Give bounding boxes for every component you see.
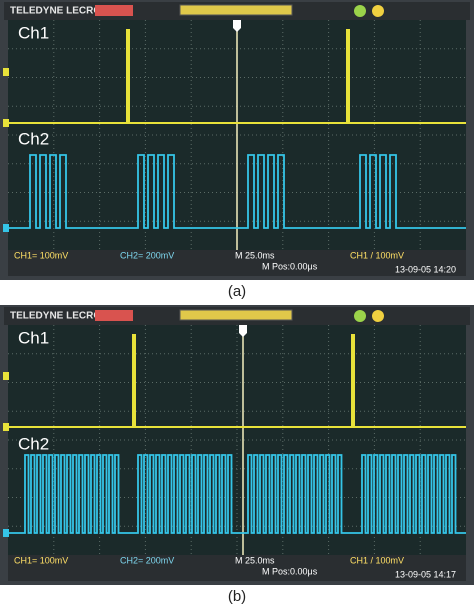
status-text: M Pos:0.00μs xyxy=(262,261,318,271)
caption: (b) xyxy=(228,588,246,605)
timebase-indicator xyxy=(179,4,293,16)
brand: TELEDYNE LECROY xyxy=(10,311,108,322)
status-text: M 25.0ms xyxy=(235,555,275,565)
status-text: CH1 / 100mV xyxy=(350,555,404,565)
ch2-trace xyxy=(8,154,466,229)
status-text: CH2= 200mV xyxy=(120,555,174,565)
brand: TELEDYNE LECROY xyxy=(10,6,108,17)
ch1-trace xyxy=(8,29,466,124)
icon xyxy=(372,310,384,322)
icon xyxy=(354,310,366,322)
status-text: M 25.0ms xyxy=(235,250,275,260)
ch1-label: Ch1 xyxy=(18,328,49,347)
status-text: CH1= 100mV xyxy=(14,250,68,260)
ch1-marker xyxy=(3,119,9,127)
ch1-trace xyxy=(8,334,466,428)
status-text: CH1= 100mV xyxy=(14,555,68,565)
trigger-flag xyxy=(239,325,247,337)
scope-panel: TELEDYNE LECROY Ch1 Ch2 CH1= 100mV CH2= 200m… xyxy=(0,305,474,605)
ch2-marker xyxy=(3,224,9,232)
ch1-marker xyxy=(3,372,9,380)
ch2-marker xyxy=(3,529,9,537)
status-text: 13-09-05 14:17 xyxy=(395,569,456,579)
status-bar xyxy=(8,250,466,276)
icon xyxy=(372,5,384,17)
ch2-label: Ch2 xyxy=(18,434,49,453)
ch2-trace xyxy=(8,454,466,534)
trigger-flag xyxy=(233,20,241,32)
status-badge xyxy=(95,310,133,321)
ch1-label: Ch1 xyxy=(18,23,49,42)
status-text: CH1 / 100mV xyxy=(350,250,404,260)
ch2-label: Ch2 xyxy=(18,129,49,148)
status-text: M Pos:0.00μs xyxy=(262,566,318,576)
status-text: 13-09-05 14:20 xyxy=(395,264,456,274)
status-bar xyxy=(8,555,466,581)
ch1-marker xyxy=(3,68,9,76)
status-text: CH2= 200mV xyxy=(120,250,174,260)
status-badge xyxy=(95,5,133,16)
timebase-indicator xyxy=(179,309,293,321)
icon xyxy=(354,5,366,17)
scope-panel: TELEDYNE LECROY Ch1 Ch2 CH1= 100mV CH2= 200m… xyxy=(0,0,474,300)
caption: (a) xyxy=(228,283,246,300)
ch1-marker xyxy=(3,423,9,431)
